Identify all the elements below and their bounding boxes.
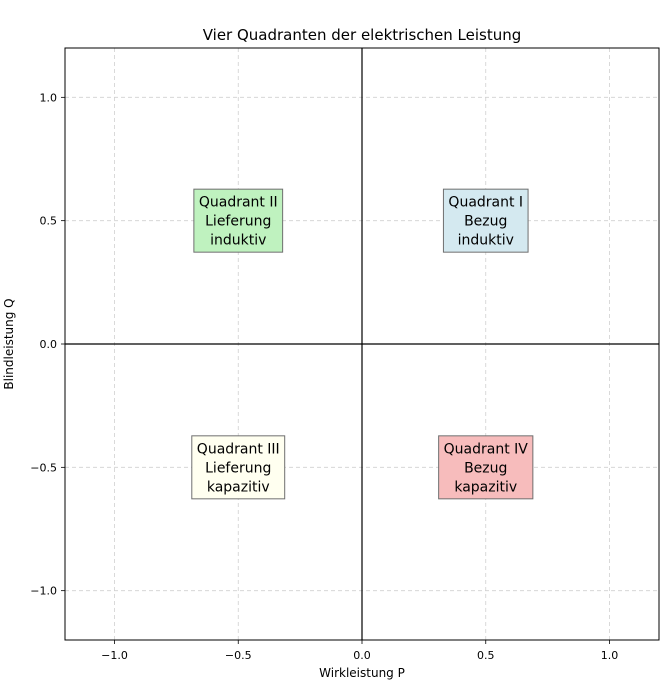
quadrant-box-line: kapazitiv [454,479,517,495]
x-tick-label: 0.0 [353,649,371,662]
y-tick-label: 0.5 [40,215,58,228]
x-tick-label: 0.5 [477,649,495,662]
x-axis-label: Wirkleistung P [319,666,405,680]
quadrant-box-2: Quadrant II Lieferung induktiv [193,188,284,253]
quadrant-box-background [438,435,534,500]
quadrant-box-line: Lieferung [205,214,271,230]
y-axis-label: Blindleistung Q [2,298,16,389]
quadrant-box-line: Quadrant IV [444,441,529,457]
quadrant-box-line: Bezug [464,214,507,230]
quadrant-annotations: Quadrant I Bezug induktiv Quadrant II Liefer… [191,188,534,500]
x-tick-label: −0.5 [225,649,252,662]
quadrant-box-line: induktiv [210,233,266,249]
quadrant-box-line: kapazitiv [207,479,270,495]
quadrant-box-line: induktiv [458,233,514,249]
quadrant-box-line: Quadrant II [199,195,278,211]
quadrant-box-3: Quadrant III Lieferung kapazitiv [191,435,286,500]
y-tick-label: −0.5 [30,461,57,474]
x-tick-label: −1.0 [101,649,128,662]
quadrant-box-background [191,435,286,500]
y-tick-label: −1.0 [30,585,57,598]
quadrant-box-line: Bezug [464,460,507,476]
zero-lines [65,48,659,640]
quadrant-box-line: Quadrant I [448,195,523,211]
quadrant-box-background [193,188,284,253]
y-tick-label: 1.0 [40,91,58,104]
ticks: −1.0 −0.5 0.0 0.5 1.0 −1.0 −0.5 0.0 0.5 1.0 [30,91,618,662]
quadrant-box-background [442,188,529,253]
quadrant-box-line: Lieferung [205,460,271,476]
quadrant-box-line: Quadrant III [197,441,280,457]
chart-title: Vier Quadranten der elektrischen Leistun… [203,26,522,44]
x-tick-label: 1.0 [601,649,619,662]
quadrant-box-1: Quadrant I Bezug induktiv [442,188,529,253]
y-tick-label: 0.0 [40,338,58,351]
quadrant-box-4: Quadrant IV Bezug kapazitiv [438,435,534,500]
